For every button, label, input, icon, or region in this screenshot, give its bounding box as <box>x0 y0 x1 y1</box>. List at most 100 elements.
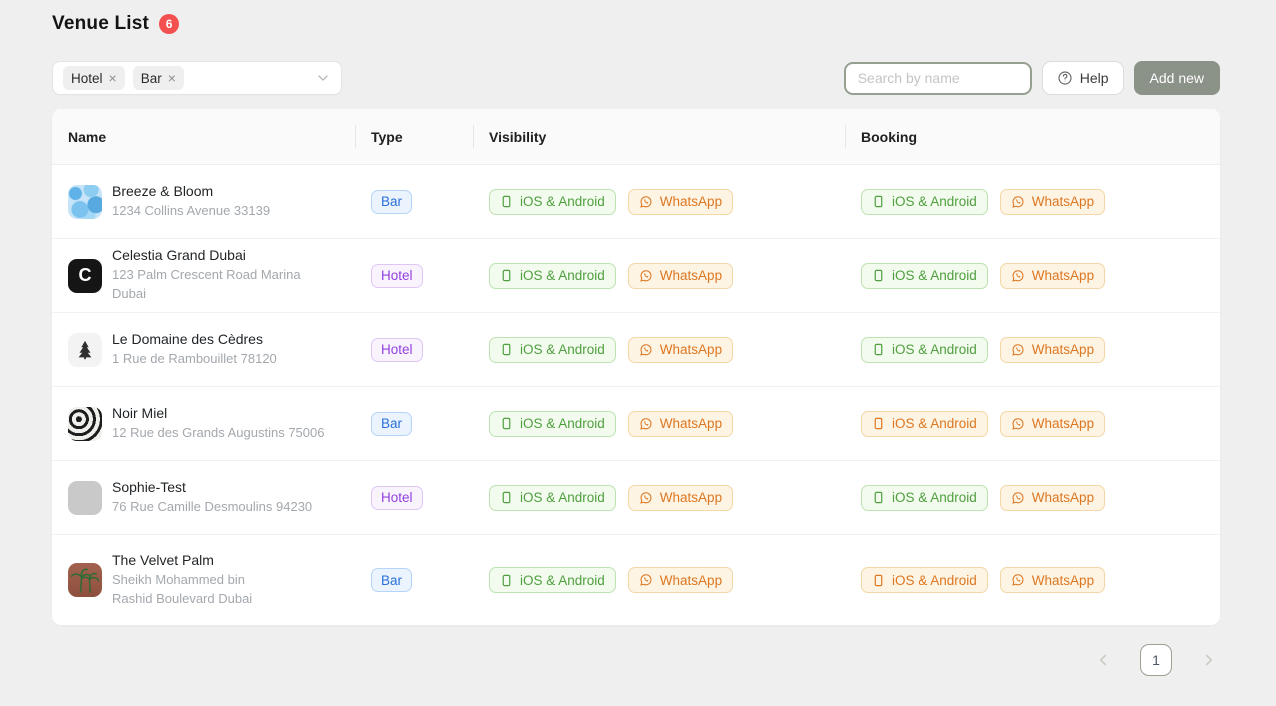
booking-app-label: iOS & Android <box>892 416 977 431</box>
visibility-whatsapp-badge: WhatsApp <box>627 336 734 363</box>
add-new-button[interactable]: Add new <box>1133 61 1220 95</box>
booking-app-label: iOS & Android <box>892 490 977 505</box>
booking-whatsapp-badge: WhatsApp <box>999 484 1106 511</box>
whatsapp-icon <box>640 195 652 208</box>
visibility-whatsapp-label: WhatsApp <box>659 342 723 357</box>
booking-app-label: iOS & Android <box>892 194 977 209</box>
help-button[interactable]: Help <box>1041 61 1124 95</box>
visibility-app-label: iOS & Android <box>520 490 605 505</box>
whatsapp-icon <box>1012 574 1024 586</box>
search-input[interactable] <box>843 61 1032 95</box>
venue-table: Name Type Visibility Booking Breeze & Bl… <box>52 109 1220 625</box>
whatsapp-icon <box>640 417 652 430</box>
booking-whatsapp-badge: WhatsApp <box>999 567 1106 593</box>
previous-page-button[interactable] <box>1092 649 1114 671</box>
column-header-booking: Booking <box>845 109 1220 164</box>
venue-count-badge: 6 <box>159 14 180 34</box>
visibility-whatsapp-badge: WhatsApp <box>627 484 734 511</box>
visibility-app-badge: iOS & Android <box>489 336 616 363</box>
venue-avatar <box>68 332 102 367</box>
filter-tag-label: Hotel <box>71 70 103 86</box>
table-row[interactable]: The Velvet Palm Sheikh Mohammed bin Rash… <box>52 535 1220 625</box>
page-number-button[interactable]: 1 <box>1140 644 1172 676</box>
type-badge: Bar <box>371 189 413 214</box>
filter-tag-label: Bar <box>140 70 162 86</box>
table-row[interactable]: Sophie-Test 76 Rue Camille Desmoulins 94… <box>52 461 1220 535</box>
mobile-icon <box>502 574 511 586</box>
visibility-whatsapp-label: WhatsApp <box>659 490 723 505</box>
palm-trees-icon <box>70 568 100 593</box>
visibility-app-badge: iOS & Android <box>489 410 616 437</box>
visibility-app-label: iOS & Android <box>520 342 605 357</box>
booking-app-badge: iOS & Android <box>861 484 988 511</box>
table-row[interactable]: Le Domaine des Cèdres 1 Rue de Rambouill… <box>52 313 1220 387</box>
whatsapp-icon <box>640 491 652 504</box>
whatsapp-icon <box>1012 343 1024 356</box>
mobile-icon <box>874 195 883 208</box>
mobile-icon <box>502 343 511 356</box>
venue-avatar <box>68 563 102 597</box>
page-title: Venue List <box>52 13 150 34</box>
booking-app-badge: iOS & Android <box>861 262 988 289</box>
visibility-whatsapp-badge: WhatsApp <box>627 410 734 437</box>
whatsapp-icon <box>1012 269 1024 282</box>
venue-address: 1 Rue de Rambouillet 78120 <box>112 350 277 366</box>
type-badge: Hotel <box>371 263 423 288</box>
type-badge-label: Bar <box>381 194 403 209</box>
column-header-type: Type <box>355 109 473 164</box>
cedar-tree-icon <box>78 340 92 359</box>
type-badge-label: Bar <box>381 416 403 431</box>
type-badge-label: Hotel <box>381 490 413 505</box>
whatsapp-icon <box>640 269 652 282</box>
page-header: Venue List 6 <box>52 0 1220 35</box>
toolbar-right: Help Add new <box>843 61 1220 95</box>
chevron-down-icon[interactable] <box>315 70 331 86</box>
venue-name: Celestia Grand Dubai <box>112 247 246 264</box>
type-badge-label: Hotel <box>381 268 413 283</box>
booking-app-badge: iOS & Android <box>861 410 988 437</box>
type-badge: Hotel <box>371 485 423 510</box>
avatar-letter: C <box>78 265 92 285</box>
filter-tag-hotel[interactable]: Hotel × <box>63 66 125 90</box>
table-row[interactable]: C Celestia Grand Dubai 123 Palm Crescent… <box>52 239 1220 313</box>
filter-tag-bar[interactable]: Bar × <box>132 66 184 90</box>
visibility-whatsapp-label: WhatsApp <box>659 416 723 431</box>
visibility-whatsapp-label: WhatsApp <box>659 268 723 283</box>
remove-tag-icon[interactable]: × <box>108 70 117 86</box>
visibility-whatsapp-badge: WhatsApp <box>627 567 734 593</box>
chevron-right-icon <box>1206 654 1212 666</box>
whatsapp-icon <box>640 574 652 586</box>
pagination: 1 <box>52 644 1220 676</box>
visibility-whatsapp-label: WhatsApp <box>659 572 723 588</box>
visibility-whatsapp-label: WhatsApp <box>659 194 723 209</box>
question-circle-icon <box>1057 70 1073 86</box>
toolbar: Hotel × Bar × Help A <box>52 61 1220 95</box>
visibility-app-badge: iOS & Android <box>489 567 616 593</box>
whatsapp-icon <box>640 343 652 356</box>
table-row[interactable]: Noir Miel 12 Rue des Grands Augustins 75… <box>52 387 1220 461</box>
booking-app-label: iOS & Android <box>892 572 977 588</box>
visibility-app-label: iOS & Android <box>520 416 605 431</box>
whatsapp-icon <box>1012 195 1024 208</box>
booking-app-badge: iOS & Android <box>861 188 988 215</box>
venue-name: Noir Miel <box>112 404 168 421</box>
booking-whatsapp-badge: WhatsApp <box>999 410 1106 437</box>
booking-whatsapp-label: WhatsApp <box>1031 572 1095 588</box>
mobile-icon <box>874 343 883 356</box>
mobile-icon <box>502 417 511 430</box>
venue-avatar <box>68 406 102 441</box>
visibility-app-label: iOS & Android <box>520 572 605 588</box>
type-filter-select[interactable]: Hotel × Bar × <box>52 61 342 95</box>
booking-whatsapp-label: WhatsApp <box>1031 342 1095 357</box>
mobile-icon <box>502 269 511 282</box>
table-row[interactable]: Breeze & Bloom 1234 Collins Avenue 33139… <box>52 165 1220 239</box>
venue-address: 1234 Collins Avenue 33139 <box>112 202 271 218</box>
type-badge-label: Hotel <box>381 342 413 357</box>
mobile-icon <box>874 574 883 586</box>
next-page-button[interactable] <box>1198 649 1220 671</box>
remove-tag-icon[interactable]: × <box>167 70 176 86</box>
mobile-icon <box>874 491 883 504</box>
venue-name: Breeze & Bloom <box>112 182 214 199</box>
booking-whatsapp-label: WhatsApp <box>1031 416 1095 431</box>
